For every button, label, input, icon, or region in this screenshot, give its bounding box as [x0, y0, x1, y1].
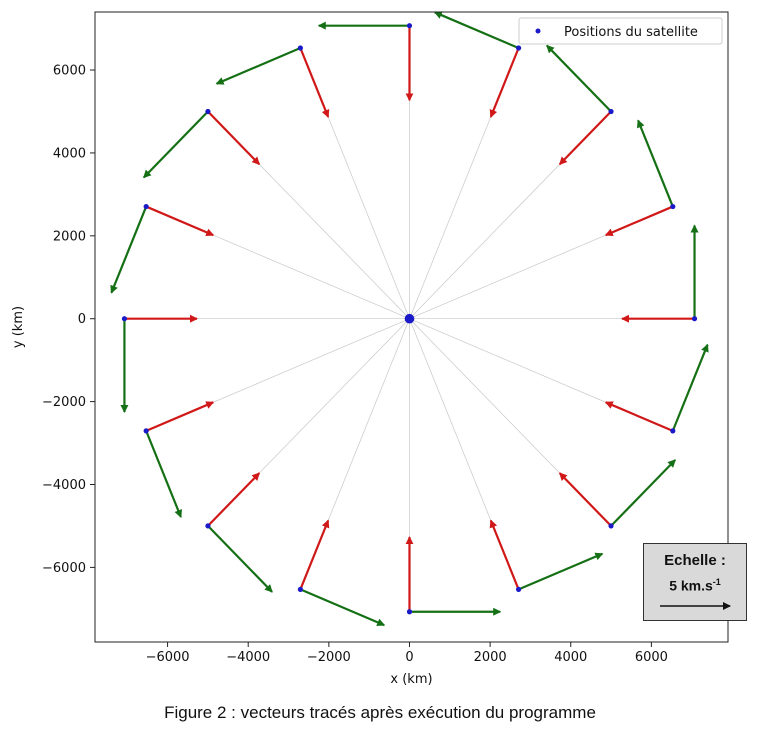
acceleration-vector: [145, 205, 215, 237]
y-tick-label: 6000: [53, 64, 86, 79]
acceleration-vector: [207, 472, 261, 527]
x-tick-label: 2000: [474, 650, 507, 665]
satellite-position-point: [297, 45, 303, 51]
velocity-vector: [610, 459, 676, 527]
acceleration-vector: [558, 472, 612, 527]
acceleration-vector: [489, 519, 520, 590]
velocity-vector: [636, 119, 674, 207]
satellite-position-point: [691, 316, 698, 322]
satellite-position-point: [205, 108, 211, 115]
x-tick-label: −2000: [307, 650, 351, 665]
velocity-vector: [207, 525, 273, 593]
x-tick-label: −4000: [226, 650, 270, 665]
velocity-vector: [142, 110, 209, 179]
figure-caption: Figure 2 : vecteurs tracés après exécuti…: [164, 703, 596, 722]
y-tick-label: 0: [78, 312, 86, 327]
y-tick-label: 2000: [53, 229, 86, 244]
satellite-position-point: [670, 203, 676, 210]
vectors: [110, 11, 709, 627]
acceleration-vector: [145, 401, 215, 432]
acceleration-vector: [207, 110, 261, 166]
x-tick-label: 0: [405, 650, 413, 665]
satellite-position-point: [670, 428, 676, 434]
acceleration-vector: [299, 47, 330, 118]
x-axis-label: x (km): [390, 672, 432, 687]
velocity-vector: [215, 47, 301, 85]
scale-title: Echelle :: [664, 552, 726, 569]
acceleration-vector: [299, 519, 330, 590]
y-tick-label: −6000: [42, 561, 86, 576]
scale-exponent: -1: [712, 577, 721, 587]
satellite-position-point: [608, 523, 614, 529]
plot-frame: [94, 11, 729, 643]
satellite-position-point: [205, 523, 211, 529]
velocity-vector: [546, 44, 612, 113]
velocity-vector: [433, 11, 520, 50]
satellite-position-point: [143, 203, 149, 210]
acceleration-vector: [604, 401, 674, 432]
y-axis-label: y (km): [11, 306, 26, 348]
acceleration-vector: [489, 47, 520, 118]
satellite-position-point: [297, 586, 303, 593]
satellite-position-point: [121, 316, 128, 322]
satellite-position-point: [515, 586, 522, 593]
y-tick-label: −2000: [42, 395, 86, 410]
velocity-vector: [518, 552, 604, 591]
x-tick-label: −6000: [146, 650, 190, 665]
velocity-vector: [671, 343, 709, 432]
satellite-position-point: [406, 23, 413, 29]
scale-value: 5 km.s-1: [669, 577, 721, 594]
y-tick-label: −4000: [42, 478, 86, 493]
scale-arrow: [660, 602, 731, 610]
legend-marker: [535, 28, 541, 34]
velocity-vector: [145, 430, 182, 518]
satellite-position-point: [515, 45, 522, 51]
x-tick-label: 4000: [554, 650, 587, 665]
velocity-vector: [299, 588, 386, 627]
x-tick-label: 6000: [635, 650, 668, 665]
satellite-points: [121, 23, 698, 615]
chart: −6000 −4000 −2000 0 2000 4000 6000 −6000 −4000 −2…: [11, 11, 729, 687]
y-tick-label: 4000: [53, 146, 86, 161]
legend-box: [518, 17, 723, 45]
satellite-position-point: [143, 428, 149, 434]
center-point: [404, 313, 415, 324]
velocity-vector: [110, 206, 148, 294]
scale-legend: Echelle : 5 km.s-1: [643, 543, 747, 621]
satellite-position-point: [406, 609, 413, 615]
axis-ticks: −6000 −4000 −2000 0 2000 4000 6000 −6000 −4000 −2…: [42, 64, 668, 665]
legend-entry: Positions du satellite: [564, 25, 698, 40]
acceleration-vector: [558, 110, 612, 166]
legend: Positions du satellite: [518, 17, 723, 45]
acceleration-vector: [604, 205, 674, 237]
satellite-position-point: [608, 108, 614, 115]
